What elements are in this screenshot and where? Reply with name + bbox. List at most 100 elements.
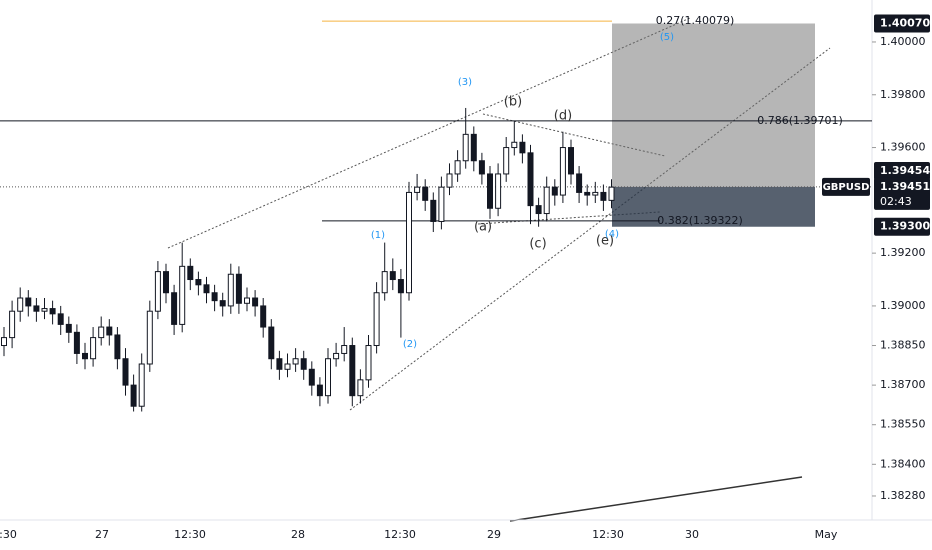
price-marker-label: 1.39454 <box>880 164 930 177</box>
candle-body <box>154 271 161 312</box>
candle-body <box>349 345 356 397</box>
price-marker-box <box>874 177 930 210</box>
candle-body <box>41 308 48 312</box>
candle-body <box>559 147 566 196</box>
candle-body <box>90 337 97 360</box>
y-tick-label: 1.38850 <box>880 339 926 352</box>
countdown: 02:43 <box>880 195 912 208</box>
price-marker-label: 1.39451 <box>880 180 930 193</box>
candle-body <box>163 271 169 294</box>
channel-upper <box>167 17 691 249</box>
y-tick-label: 1.38700 <box>880 378 926 391</box>
candle-body <box>365 345 372 381</box>
x-tick-label: 30 <box>685 528 699 541</box>
price-marker-label: 1.40070 <box>880 16 930 29</box>
candle-body <box>203 284 210 294</box>
y-tick-label: 1.39200 <box>880 246 926 259</box>
candle-body <box>227 273 234 307</box>
candle-body <box>511 141 518 149</box>
fib-label: 0.27(1.40079) <box>656 14 735 27</box>
candle-body <box>179 265 186 325</box>
price-marker-box <box>874 162 930 180</box>
candle-body <box>551 186 558 196</box>
candle-body <box>219 300 226 307</box>
candle-body <box>1 337 7 347</box>
candle-body <box>406 191 412 294</box>
y-tick-label: 1.39600 <box>880 141 926 154</box>
wave-label: (c) <box>529 237 546 252</box>
candle-body <box>25 297 32 307</box>
candle-body <box>446 173 453 188</box>
trend-line <box>509 476 803 522</box>
candle-body <box>397 279 404 294</box>
candle-body <box>389 271 396 281</box>
y-tick-label: 1.38400 <box>880 457 926 470</box>
symbol-box <box>822 177 870 196</box>
x-tick-label: 27 <box>95 528 109 541</box>
candle-body <box>478 160 485 175</box>
wave-label: (3) <box>458 77 472 88</box>
candle-body <box>600 191 607 201</box>
candle-body <box>187 265 194 281</box>
candle-body <box>422 186 429 201</box>
y-tick-label: 1.39000 <box>880 299 926 312</box>
candle-body <box>57 313 64 325</box>
candle-body <box>357 379 364 397</box>
price-marker-box <box>874 14 930 33</box>
candle-body <box>325 358 331 397</box>
candle-body <box>284 363 291 370</box>
candle-body <box>454 160 461 175</box>
candle-body <box>373 292 380 347</box>
candle-body <box>487 173 493 209</box>
symbol-label: GBPUSD <box>823 182 870 193</box>
x-tick-label: 28 <box>291 528 305 541</box>
candle-body <box>211 292 218 302</box>
candle-body <box>122 358 129 386</box>
candle-body <box>341 345 348 354</box>
candle-body <box>146 310 153 365</box>
stop-zone <box>612 186 815 227</box>
x-tick-label: 12:30 <box>592 528 624 541</box>
wave-label: (4) <box>605 229 619 240</box>
candle-body <box>49 308 56 315</box>
candle-body <box>33 305 40 312</box>
y-tick-label: 1.40000 <box>880 35 926 48</box>
candle-body <box>535 205 542 215</box>
wave-label: (5) <box>660 32 674 43</box>
candle-body <box>130 384 137 407</box>
fib-label: 0.786(1.39701) <box>757 114 843 127</box>
fib-label: 0.382(1.39322) <box>657 214 743 227</box>
wave-label: (1) <box>371 230 385 241</box>
candle-body <box>430 199 437 222</box>
wave-label: (d) <box>554 109 572 124</box>
candle-body <box>195 279 202 286</box>
candle-body <box>9 310 16 339</box>
candle-body <box>252 297 259 307</box>
candle-body <box>244 297 250 304</box>
candle-body <box>276 358 283 370</box>
candle-body <box>171 292 178 325</box>
candle-body <box>65 323 72 333</box>
candle-body <box>82 352 88 360</box>
candle-body <box>114 334 121 360</box>
candle-body <box>519 141 526 154</box>
candle-body <box>292 358 299 365</box>
wave-label: (b) <box>504 95 522 110</box>
triangle-upper <box>482 113 666 157</box>
candle-body <box>316 384 323 397</box>
x-tick-label: :30 <box>0 528 17 541</box>
candle-body <box>470 133 477 162</box>
candle-body <box>527 152 534 207</box>
y-tick-label: 1.39800 <box>880 88 926 101</box>
candle-body <box>106 326 113 336</box>
candle-body <box>592 191 599 196</box>
candle-body <box>584 191 591 196</box>
candle-body <box>495 173 502 209</box>
x-tick-label: May <box>815 528 838 541</box>
candle-body <box>235 273 242 304</box>
candle-body <box>333 352 340 360</box>
candle-body <box>503 147 510 175</box>
candle-body <box>73 331 80 354</box>
wave-label: (a) <box>474 220 492 235</box>
